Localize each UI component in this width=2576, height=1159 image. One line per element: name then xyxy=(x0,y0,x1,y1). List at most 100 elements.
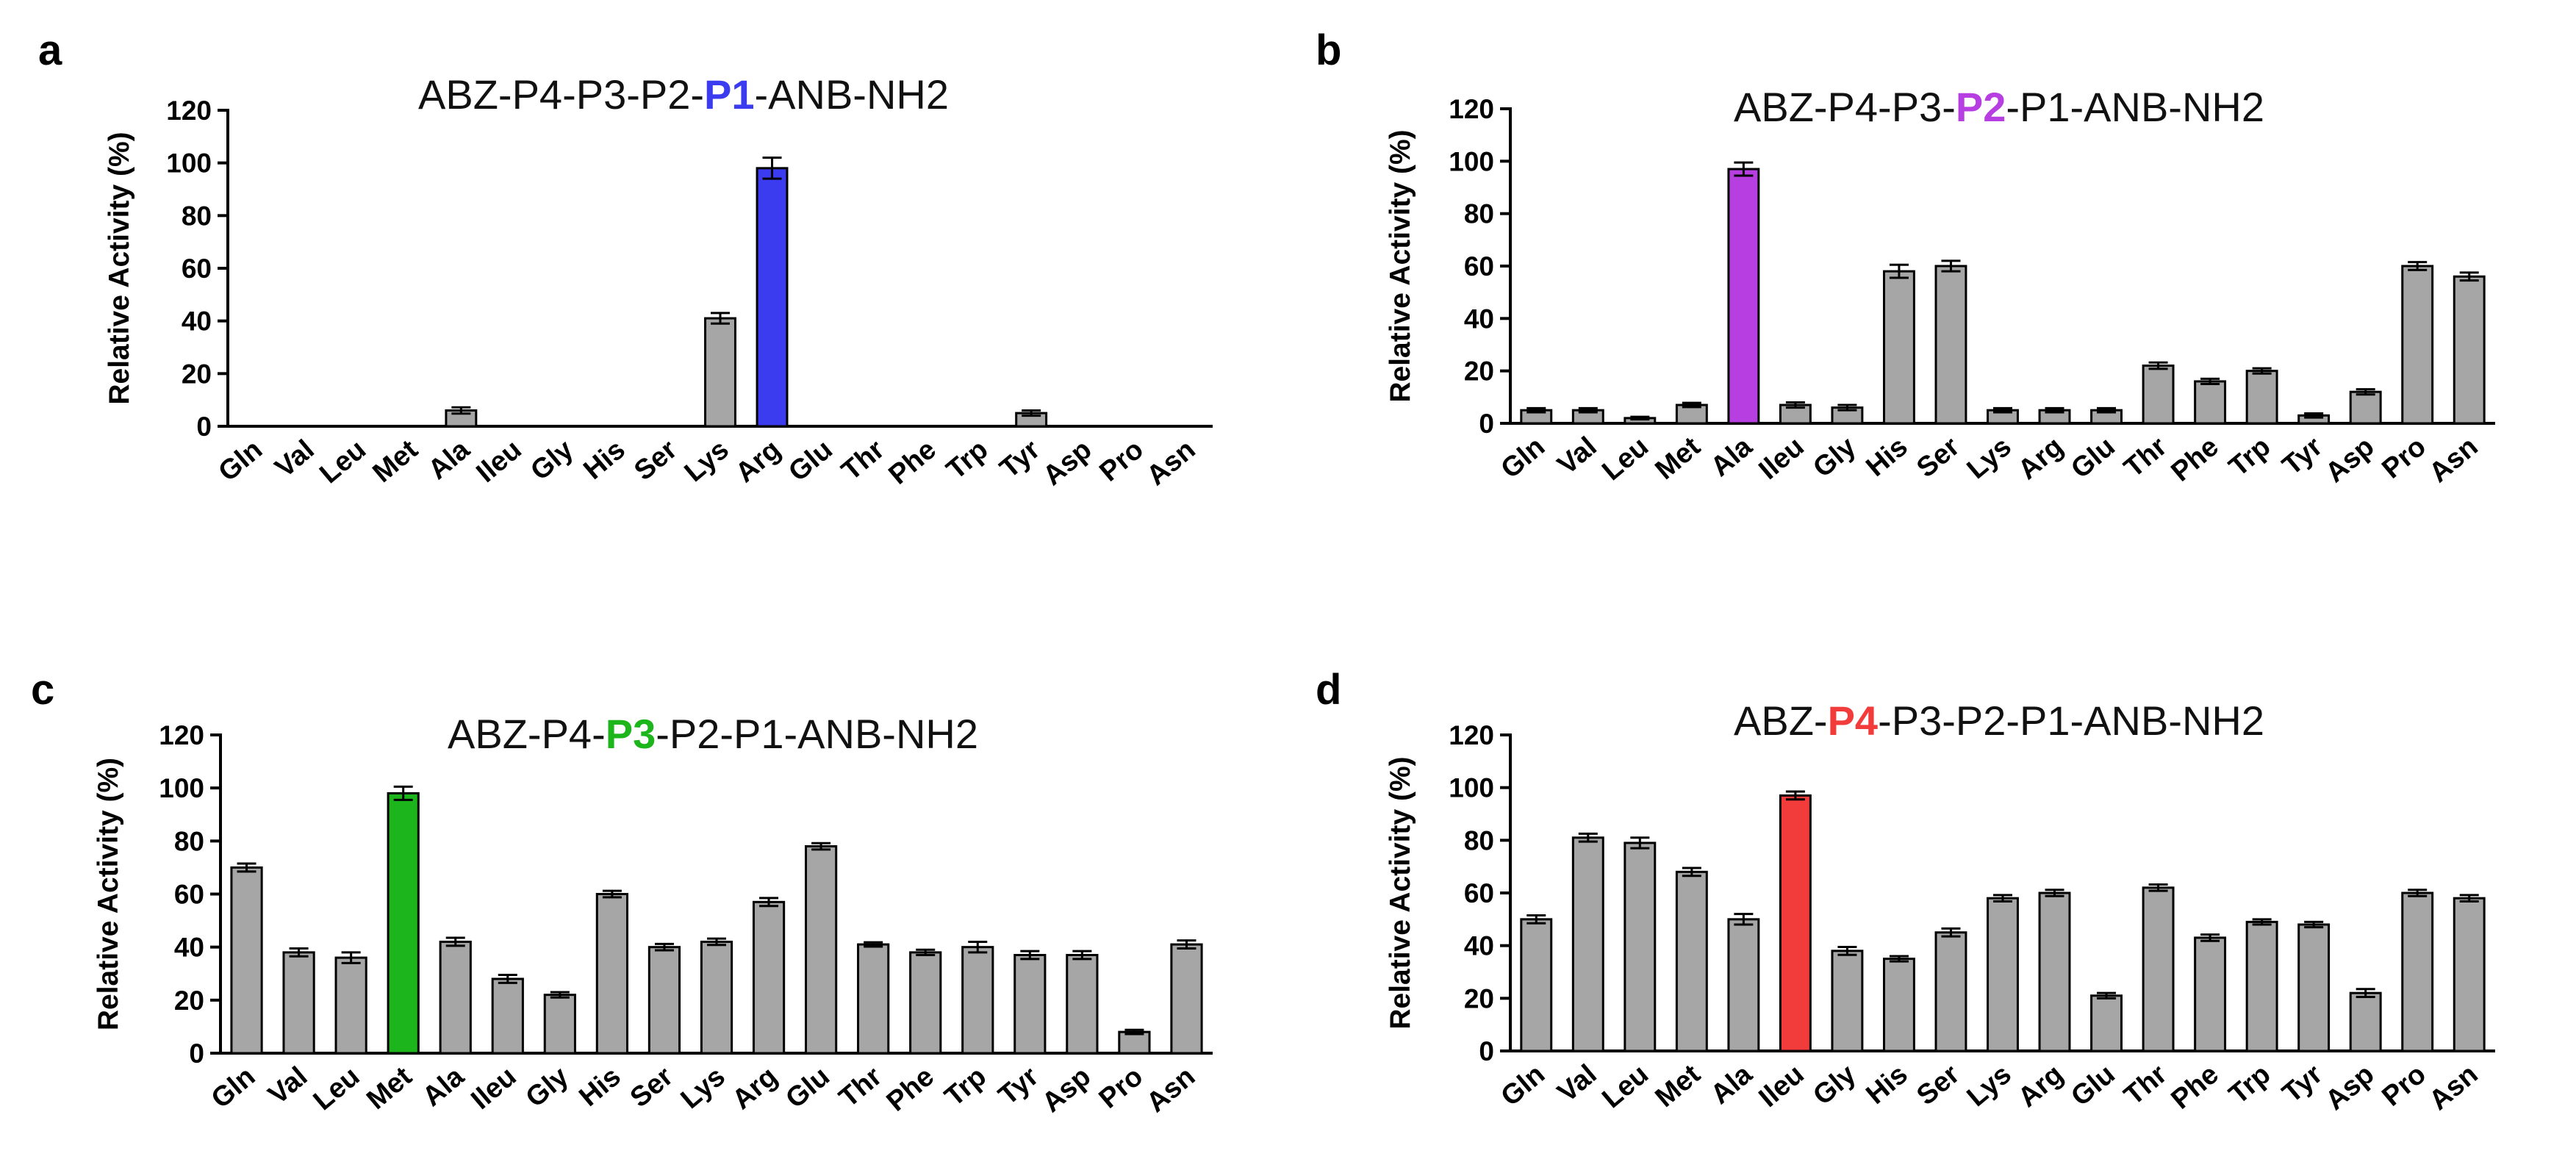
x-tick-label-tyr: Tyr xyxy=(993,1061,1044,1112)
y-tick-label: 40 xyxy=(182,306,212,337)
x-tick-label-lys: Lys xyxy=(1962,1059,2017,1113)
x-tick-label-tyr: Tyr xyxy=(994,434,1046,485)
bar-arg xyxy=(2038,891,2071,1052)
x-tick-label-pro: Pro xyxy=(2376,431,2432,485)
x-tick-label-gln: Gln xyxy=(213,434,269,488)
chart-title: ABZ-P4-P3-P2-P1-ANB-NH2 xyxy=(448,711,978,757)
title-highlight: P3 xyxy=(606,711,656,757)
y-tick-label: 20 xyxy=(1464,983,1494,1013)
panel-letter: a xyxy=(38,26,62,74)
x-tick-label-ileu: Ileu xyxy=(465,1061,522,1116)
x-tick-label-ala: Ala xyxy=(1705,431,1759,483)
bar-thr xyxy=(857,943,890,1055)
bar-asn xyxy=(2453,275,2486,425)
bar-phe xyxy=(909,951,942,1055)
panel-letter: b xyxy=(1316,26,1341,74)
title-suffix: -P1-ANB-NH2 xyxy=(2006,84,2264,130)
x-tick-label-tyr: Tyr xyxy=(2277,431,2328,482)
title-prefix: ABZ- xyxy=(1734,697,1828,744)
x-tick-label-arg: Arg xyxy=(727,1061,783,1116)
x-tick-label-met: Met xyxy=(1649,1059,1706,1113)
x-tick-label-asn: Asn xyxy=(1141,434,1202,492)
bar-lys xyxy=(700,940,733,1055)
x-tick-label-ileu: Ileu xyxy=(1754,1059,1810,1113)
title-prefix: ABZ-P4- xyxy=(448,711,606,757)
bar-trp xyxy=(2245,920,2278,1052)
x-tick-label-his: His xyxy=(1860,1059,1913,1110)
x-tick-label-phe: Phe xyxy=(881,1061,940,1118)
x-tick-label-phe: Phe xyxy=(883,434,941,491)
x-tick-label-val: Val xyxy=(1551,1059,1602,1108)
title-suffix: -ANB-NH2 xyxy=(755,71,949,118)
bar-ser xyxy=(1934,931,1967,1052)
x-tick-label-ser: Ser xyxy=(628,434,683,487)
y-tick-label: 100 xyxy=(159,773,204,803)
bar-pro xyxy=(2401,891,2434,1052)
x-tick-label-leu: Leu xyxy=(314,434,372,490)
y-tick-label: 0 xyxy=(1479,409,1494,439)
bar-phe xyxy=(2194,380,2227,425)
x-tick-label-leu: Leu xyxy=(308,1061,366,1117)
bar-trp xyxy=(961,946,994,1055)
x-tick-label-met: Met xyxy=(1649,431,1706,486)
bar-tyr xyxy=(2297,923,2331,1052)
x-tick-label-ileu: Ileu xyxy=(471,434,528,489)
bar-asn xyxy=(2453,897,2486,1052)
bar-ileu xyxy=(491,977,524,1055)
x-tick-label-val: Val xyxy=(269,434,320,484)
x-tick-label-trp: Trp xyxy=(939,1061,992,1113)
y-tick-label: 0 xyxy=(196,412,212,442)
y-axis-label: Relative Activity (%) xyxy=(104,132,135,404)
x-tick-label-thr: Thr xyxy=(2118,1059,2173,1112)
chart-title: ABZ-P4-P3-P2-P1-ANB-NH2 xyxy=(1734,697,2264,744)
x-tick-label-gly: Gly xyxy=(520,1061,575,1114)
bar-arg xyxy=(756,167,789,428)
x-tick-label-glu: Glu xyxy=(2065,1059,2121,1113)
x-tick-label-lys: Lys xyxy=(679,434,735,488)
x-tick-label-leu: Leu xyxy=(1596,1059,1654,1115)
x-tick-label-arg: Arg xyxy=(730,434,786,489)
x-tick-label-asp: Asp xyxy=(2320,431,2380,489)
bar-pro xyxy=(1118,1030,1151,1055)
y-tick-label: 120 xyxy=(1449,94,1494,124)
bar-ser xyxy=(647,946,681,1055)
x-tick-label-thr: Thr xyxy=(836,434,890,487)
panel-letter: c xyxy=(31,666,54,714)
y-tick-label: 120 xyxy=(1449,720,1494,750)
bar-lys xyxy=(1987,897,2019,1052)
x-tick-label-asp: Asp xyxy=(1037,434,1097,492)
bar-asn xyxy=(1170,943,1203,1055)
x-tick-label-his: His xyxy=(573,1061,626,1113)
chart-panel-c: c ABZ-P4-P3-P2-P1-ANB-NH2 Relative Activit… xyxy=(31,666,1213,1119)
x-tick-label-gln: Gln xyxy=(1496,431,1551,485)
x-tick-label-his: His xyxy=(578,434,631,486)
y-tick-label: 20 xyxy=(174,986,204,1016)
bar-val xyxy=(282,951,315,1055)
chart-title: ABZ-P4-P3-P2-P1-ANB-NH2 xyxy=(1734,84,2264,130)
x-tick-label-trp: Trp xyxy=(2223,1059,2276,1110)
chart-panel-d: d ABZ-P4-P3-P2-P1-ANB-NH2 Relative Activit… xyxy=(1316,666,2495,1116)
bar-ala xyxy=(1727,168,1760,425)
bar-gln xyxy=(230,866,263,1055)
y-tick-label: 100 xyxy=(166,148,212,179)
bar-asp xyxy=(1066,953,1099,1055)
bar-pro xyxy=(2401,265,2434,425)
x-tick-label-glu: Glu xyxy=(2065,431,2121,485)
title-prefix: ABZ-P4-P3-P2- xyxy=(418,71,704,118)
bar-trp xyxy=(2245,370,2278,425)
x-tick-label-arg: Arg xyxy=(2012,431,2069,486)
bar-his xyxy=(1882,270,1915,425)
y-tick-label: 80 xyxy=(1464,199,1494,229)
bar-gln xyxy=(1520,918,1553,1052)
y-tick-label: 0 xyxy=(189,1038,204,1069)
x-tick-label-ala: Ala xyxy=(417,1061,470,1113)
y-tick-label: 60 xyxy=(1464,878,1494,908)
x-tick-label-tyr: Tyr xyxy=(2277,1059,2328,1110)
y-tick-label: 80 xyxy=(174,826,204,856)
x-tick-label-pro: Pro xyxy=(1094,1061,1149,1115)
x-tick-label-met: Met xyxy=(367,434,423,489)
y-tick-label: 0 xyxy=(1479,1036,1494,1066)
x-tick-label-ser: Ser xyxy=(1911,1059,1965,1112)
bar-glu xyxy=(2090,994,2123,1052)
x-tick-label-leu: Leu xyxy=(1596,431,1654,487)
